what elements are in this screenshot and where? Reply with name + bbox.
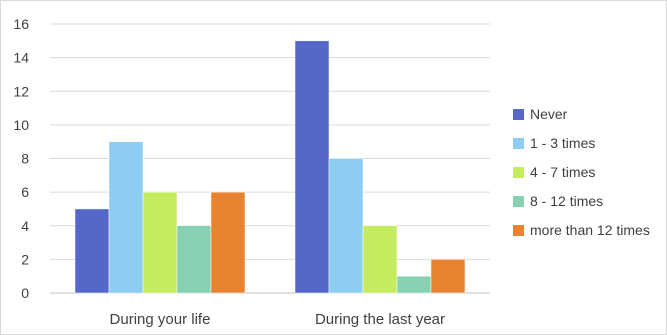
y-tick-label: 10 xyxy=(13,117,29,133)
bar-never-1 xyxy=(294,40,330,294)
y-tick-label: 16 xyxy=(13,16,29,32)
legend: Never 1 - 3 times 4 - 7 times 8 - 12 times m… xyxy=(513,106,650,238)
y-tick-label: 4 xyxy=(21,218,29,234)
bar-never-0 xyxy=(74,208,110,294)
legend-swatch xyxy=(513,138,524,149)
y-tick-label: 0 xyxy=(21,285,29,301)
bar-8-12-times-1 xyxy=(396,275,432,294)
bar-4-7-times-0 xyxy=(142,191,178,294)
y-tick-label: 2 xyxy=(21,251,29,267)
y-tick-label: 14 xyxy=(13,50,29,66)
legend-label: more than 12 times xyxy=(530,222,650,238)
legend-swatch xyxy=(513,196,524,207)
bar-1-3-times-0 xyxy=(108,141,144,294)
legend-label: Never xyxy=(530,106,568,122)
y-tick-label: 8 xyxy=(21,151,29,167)
y-tick-label: 12 xyxy=(13,83,29,99)
y-tick-label: 6 xyxy=(21,184,29,200)
legend-label: 1 - 3 times xyxy=(530,135,595,151)
legend-swatch xyxy=(513,225,524,236)
x-category-label: During your life xyxy=(110,311,211,328)
legend-label: 4 - 7 times xyxy=(530,164,595,180)
legend-swatch xyxy=(513,109,524,120)
x-category-label: During the last year xyxy=(315,311,445,328)
legend-swatch xyxy=(513,167,524,178)
bar-8-12-times-0 xyxy=(176,225,212,294)
bar-1-3-times-1 xyxy=(328,158,364,294)
x-axis-categories: During your life During the last year xyxy=(110,311,445,328)
y-axis-ticks: 0 2 4 6 8 10 12 14 16 xyxy=(13,16,29,301)
bar-more-than-12-times-1 xyxy=(430,259,466,294)
bars xyxy=(74,40,466,294)
bar-more-than-12-times-0 xyxy=(210,191,246,294)
bar-4-7-times-1 xyxy=(362,225,398,294)
legend-label: 8 - 12 times xyxy=(530,193,603,209)
